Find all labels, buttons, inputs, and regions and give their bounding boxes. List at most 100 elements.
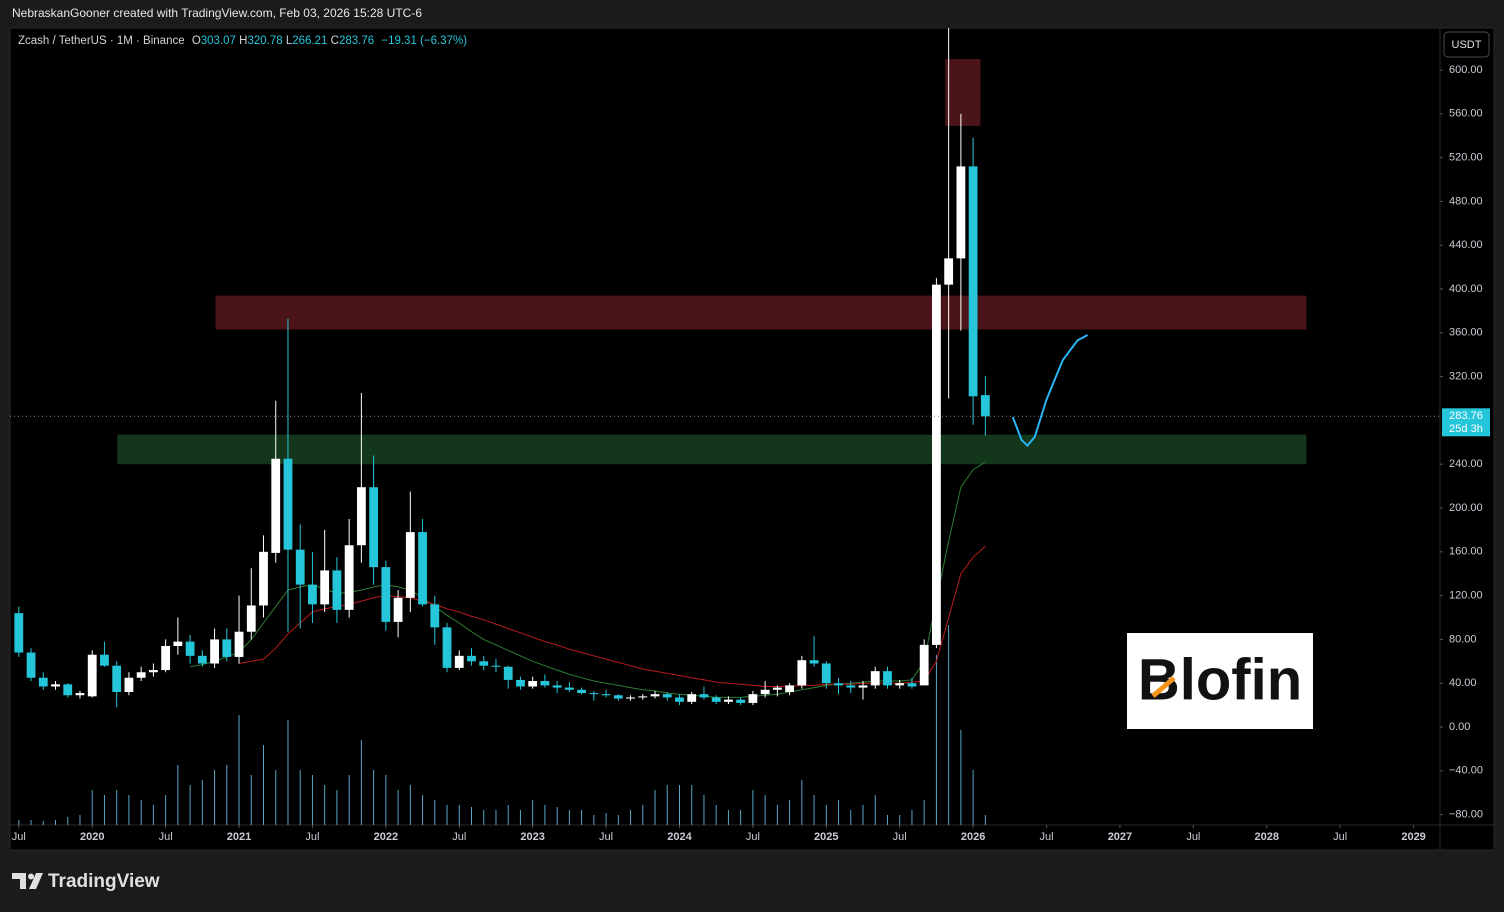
x-tick-label: Jul [746, 831, 760, 843]
candle-body [821, 663, 831, 684]
candle-body [564, 687, 574, 690]
logo-shape [12, 873, 26, 889]
candle-body [100, 654, 109, 666]
x-tick-label: 2029 [1401, 831, 1425, 843]
ohlc-value: 303.07 [201, 35, 236, 47]
x-tick-label: 2023 [520, 831, 544, 843]
candle-body [222, 639, 232, 657]
candle-body [344, 545, 354, 610]
ohlc-letter: L [286, 35, 293, 47]
y-tick-label: 80.00 [1449, 633, 1477, 645]
x-tick-label: Jul [893, 831, 907, 843]
x-tick-label: 2022 [374, 831, 398, 843]
ohlc-letter: O [192, 35, 201, 47]
x-tick-label: Jul [12, 831, 26, 843]
y-tick-label: 160.00 [1449, 546, 1483, 558]
candle-body [968, 166, 978, 397]
zone [215, 295, 1307, 330]
y-tick-label: 360.00 [1449, 327, 1483, 339]
x-tick-label: 2024 [667, 831, 692, 843]
y-tick-label: 120.00 [1449, 590, 1483, 602]
candle-body [418, 532, 427, 605]
watermark-slash [1151, 676, 1176, 698]
candle-body [430, 604, 440, 628]
candle-body [161, 645, 171, 671]
candle-body [124, 677, 134, 692]
candle-body [308, 584, 317, 605]
candle-body [736, 699, 746, 703]
footer-logo [12, 873, 43, 889]
candle-body [613, 695, 623, 699]
candle-body [246, 605, 256, 632]
plot-area [14, 28, 1307, 825]
watermark: Blofin [1138, 647, 1302, 712]
candle-body [760, 689, 770, 695]
currency-label[interactable]: USDT [1452, 39, 1482, 51]
candle-body [381, 567, 391, 622]
x-tick-label: 2025 [814, 831, 838, 843]
candle-body [185, 641, 195, 656]
candle-body [197, 655, 207, 664]
candle-body [491, 665, 501, 667]
y-tick-label: 440.00 [1449, 239, 1483, 251]
x-tick-label: 2026 [961, 831, 985, 843]
ohlc-value: 320.78 [247, 35, 282, 47]
candle-body [858, 685, 868, 688]
currency-button[interactable] [1443, 31, 1490, 58]
candle-body [210, 639, 219, 664]
candle-body [528, 681, 538, 687]
x-tick-label: 2028 [1255, 831, 1279, 843]
candle-body [626, 697, 635, 699]
candle-body [809, 660, 819, 664]
candle-body [932, 284, 941, 645]
candle-body [320, 570, 330, 605]
last-price-label: 283.76 [1449, 410, 1483, 422]
y-tick-label: 0.00 [1449, 721, 1470, 733]
logo-shape [29, 873, 43, 889]
candle-body [797, 660, 807, 686]
watermark-box [1127, 633, 1313, 729]
candle-body [369, 487, 379, 568]
candle-body [552, 685, 562, 688]
x-tick-label: Jul [1186, 831, 1200, 843]
y-tick-label: 480.00 [1449, 195, 1483, 207]
candle-body [516, 679, 525, 687]
zone [117, 434, 1307, 465]
x-tick-label: Jul [159, 831, 173, 843]
candle-body [283, 458, 293, 550]
x-tick-label: Jul [599, 831, 613, 843]
y-tick-label: 40.00 [1449, 677, 1477, 689]
candle-body [332, 570, 342, 610]
ohlc-value: 283.76 [339, 35, 374, 47]
change: −19.31 (−6.37%) [381, 35, 467, 47]
y-tick-label: −40.00 [1449, 765, 1483, 777]
candle-body [295, 549, 305, 585]
candle-body [870, 671, 880, 686]
y-tick-label: 600.00 [1449, 64, 1483, 76]
candle-body [846, 685, 856, 688]
candle-body [662, 694, 672, 698]
candle-body [63, 684, 73, 696]
y-tick-label: 200.00 [1449, 502, 1483, 514]
candle-body [26, 652, 36, 678]
candle-body [75, 693, 85, 696]
candle-body [589, 693, 599, 695]
candle-body [148, 670, 158, 673]
candle-body [467, 655, 476, 662]
legend: Zcash / TetherUS · 1M · Binance O303.07 … [18, 35, 467, 47]
y-tick-label: 320.00 [1449, 371, 1483, 383]
ohlc-letter: H [239, 35, 247, 47]
candle-body [442, 627, 452, 668]
x-tick-label: 2027 [1108, 831, 1132, 843]
candle-body [356, 487, 366, 546]
ohlc-letter: C [331, 35, 339, 47]
y-tick-label: 240.00 [1449, 458, 1483, 470]
candle-body [38, 677, 48, 687]
candle-body [638, 696, 648, 698]
x-tick-label: 2020 [80, 831, 104, 843]
candle-body [650, 694, 660, 697]
logo-shape [28, 873, 34, 880]
candle-body [14, 613, 24, 653]
projection-path [1011, 334, 1089, 448]
